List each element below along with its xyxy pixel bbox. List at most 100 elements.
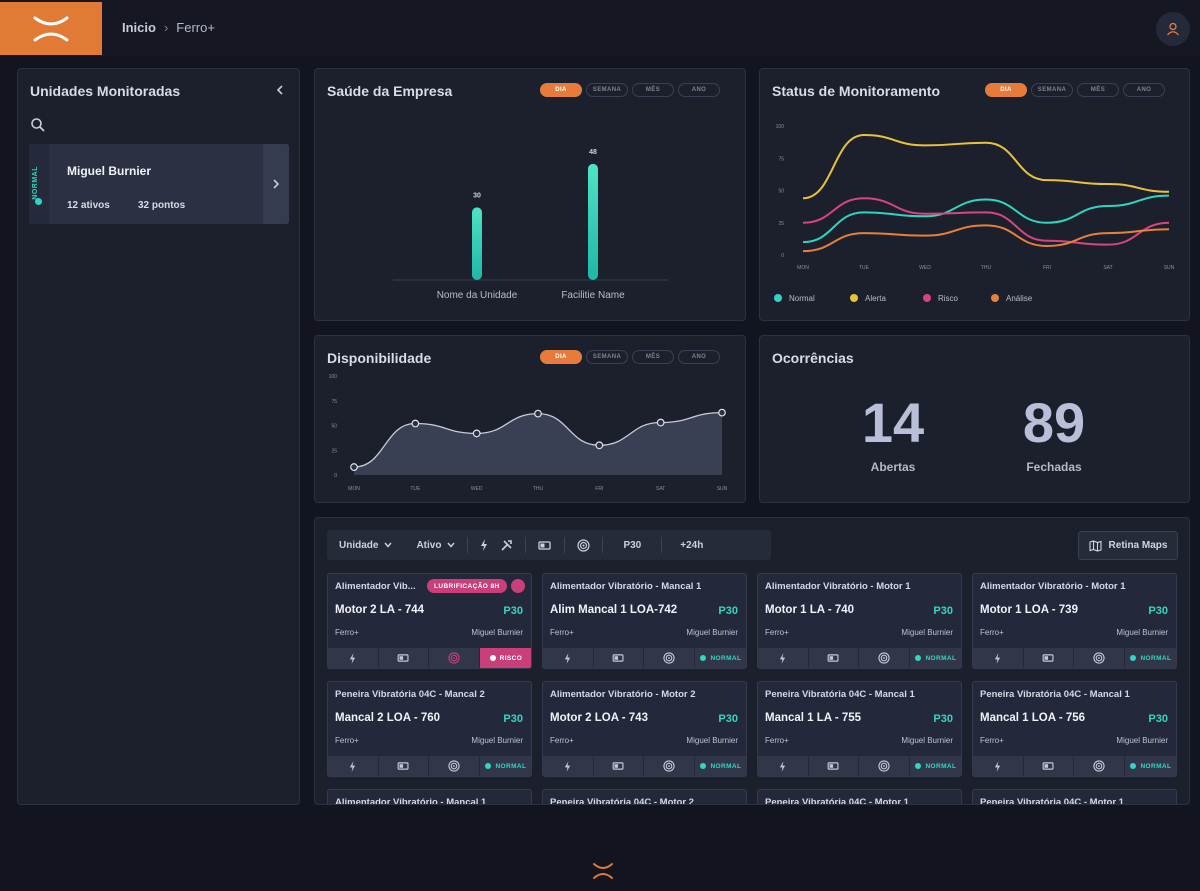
asset-status-bar: NORMAL xyxy=(543,756,746,776)
energy-cell[interactable] xyxy=(328,756,379,776)
tab-mes[interactable]: MÊS xyxy=(632,83,674,97)
asset-card[interactable]: Peneira Vibratória 04C - Mancal 1 Mancal … xyxy=(757,681,962,777)
bar[interactable] xyxy=(472,207,482,280)
asset-priority: P30 xyxy=(933,605,953,617)
tab-mes[interactable]: MÊS xyxy=(1077,83,1119,97)
signal-filter-button[interactable] xyxy=(565,530,602,560)
availability-point[interactable] xyxy=(350,463,358,471)
tab-mes[interactable]: MÊS xyxy=(632,350,674,364)
battery-cell[interactable] xyxy=(809,756,860,776)
asset-name: Mancal 1 LA - 755 xyxy=(765,712,862,724)
asset-title: Peneira Vibratória 04C - Mancal 1 xyxy=(765,689,915,700)
assets-panel: Unidade Ativo P30 +24h Retina Maps Alime… xyxy=(314,517,1190,805)
asset-title: Peneira Vibratória 04C - Motor 1 xyxy=(765,797,909,805)
maintenance-filter-button[interactable] xyxy=(500,530,525,560)
search-icon[interactable] xyxy=(30,117,46,133)
lightning-icon xyxy=(481,539,488,551)
signal-cell[interactable] xyxy=(429,756,480,776)
signal-icon xyxy=(448,760,460,772)
tab-dia[interactable]: DIA xyxy=(540,83,582,97)
unit-points-count: 32 pontos xyxy=(138,200,186,211)
battery-cell[interactable] xyxy=(594,756,645,776)
availability-point[interactable] xyxy=(595,441,604,450)
open-occurrences[interactable]: 14 Abertas xyxy=(823,394,963,475)
asset-card[interactable]: Peneira Vibratória 04C - Motor 2 xyxy=(542,789,747,804)
occurrences-title: Ocorrências xyxy=(772,350,854,366)
asset-priority: P30 xyxy=(503,713,523,725)
24h-filter-button[interactable]: +24h xyxy=(680,539,704,551)
asset-card[interactable]: Alimentador Vibratório - Mancal 1 xyxy=(327,789,532,804)
unit-card[interactable]: NORMAL Miguel Burnier 12 ativos 32 ponto… xyxy=(29,144,289,224)
unit-status-strip: NORMAL xyxy=(29,144,49,224)
signal-cell[interactable] xyxy=(859,756,910,776)
toolbar-divider xyxy=(661,537,663,553)
availability-point[interactable] xyxy=(534,409,542,418)
tab-dia[interactable]: DIA xyxy=(540,350,582,364)
tab-semana[interactable]: SEMANA xyxy=(586,350,628,364)
tab-dia[interactable]: DIA xyxy=(985,83,1027,97)
battery-cell[interactable] xyxy=(1024,756,1075,776)
chevron-left-icon[interactable] xyxy=(275,83,285,97)
signal-cell[interactable] xyxy=(1074,648,1125,668)
energy-cell[interactable] xyxy=(973,648,1024,668)
closed-occurrences[interactable]: 89 Fechadas xyxy=(984,394,1124,475)
tab-ano[interactable]: ANO xyxy=(678,83,720,97)
signal-cell[interactable] xyxy=(644,756,695,776)
tab-ano[interactable]: ANO xyxy=(678,350,720,364)
signal-cell[interactable] xyxy=(1074,756,1125,776)
asset-owner: Miguel Burnier xyxy=(686,628,738,637)
signal-cell[interactable] xyxy=(429,648,480,668)
asset-card[interactable]: Peneira Vibratória 04C - Mancal 1 Mancal … xyxy=(972,681,1177,777)
y-tick-label: 25 xyxy=(778,221,784,227)
unit-filter-dropdown[interactable]: Unidade xyxy=(327,530,404,560)
x-tick-label: SAT xyxy=(1103,265,1112,271)
battery-icon xyxy=(397,762,409,770)
asset-card[interactable]: Alimentador Vibratório - Motor 2 Motor 2 … xyxy=(542,681,747,777)
availability-point[interactable] xyxy=(411,419,420,428)
asset-card[interactable]: Peneira Vibratória 04C - Motor 1 xyxy=(757,789,962,805)
bar[interactable] xyxy=(588,163,598,280)
asset-status-bar: NORMAL xyxy=(973,648,1176,668)
p30-filter-button[interactable]: P30 xyxy=(623,539,642,551)
tab-semana[interactable]: SEMANA xyxy=(586,83,628,97)
battery-cell[interactable] xyxy=(379,648,430,668)
energy-filter-button[interactable] xyxy=(468,530,500,560)
series-line-alerta xyxy=(802,134,1170,200)
asset-card[interactable]: Peneira Vibratória 04C - Mancal 2 Mancal … xyxy=(327,681,532,777)
availability-point[interactable] xyxy=(472,429,481,438)
energy-cell[interactable] xyxy=(543,648,594,668)
energy-cell[interactable] xyxy=(328,648,379,668)
app-logo[interactable] xyxy=(0,2,102,55)
tab-semana[interactable]: SEMANA xyxy=(1031,83,1073,97)
battery-cell[interactable] xyxy=(1024,648,1075,668)
battery-filter-button[interactable] xyxy=(526,530,564,560)
lubrication-badge[interactable]: LUBRIFICAÇÃO 8H xyxy=(427,579,507,593)
tab-ano[interactable]: ANO xyxy=(1123,83,1165,97)
energy-cell[interactable] xyxy=(758,756,809,776)
unit-open-button[interactable] xyxy=(263,144,289,224)
asset-card[interactable]: Peneira Vibratória 04C - Motor 1 xyxy=(972,789,1177,804)
energy-cell[interactable] xyxy=(973,756,1024,776)
asset-card[interactable]: Alimentador Vibratório - Motor 1 Motor 1 … xyxy=(972,573,1177,669)
battery-cell[interactable] xyxy=(594,648,645,668)
asset-filter-dropdown[interactable]: Ativo xyxy=(404,530,467,560)
asset-card[interactable]: Alimentador Vibratório - Motor 1 Motor 1 … xyxy=(757,573,962,669)
asset-card[interactable]: Alimentador Vib... LUBRIFICAÇÃO 8H Motor 2… xyxy=(327,573,532,669)
retina-maps-button[interactable]: Retina Maps xyxy=(1078,531,1178,560)
energy-cell[interactable] xyxy=(543,756,594,776)
breadcrumb-home[interactable]: Inicio xyxy=(122,20,156,35)
asset-owner: Miguel Burnier xyxy=(686,736,738,745)
breadcrumb: Inicio › Ferro+ xyxy=(122,20,215,35)
battery-cell[interactable] xyxy=(379,756,430,776)
status-dot-icon xyxy=(915,763,922,769)
asset-card[interactable]: Alimentador Vibratório - Mancal 1 Alim Ma… xyxy=(542,573,747,669)
user-avatar-button[interactable] xyxy=(1156,12,1190,46)
x-tick-label: MON xyxy=(348,486,360,492)
battery-cell[interactable] xyxy=(809,648,860,668)
energy-cell[interactable] xyxy=(758,648,809,668)
asset-status-badge: NORMAL xyxy=(910,648,961,668)
signal-cell[interactable] xyxy=(644,648,695,668)
signal-cell[interactable] xyxy=(859,648,910,668)
availability-point[interactable] xyxy=(656,418,665,427)
availability-point[interactable] xyxy=(718,408,726,417)
